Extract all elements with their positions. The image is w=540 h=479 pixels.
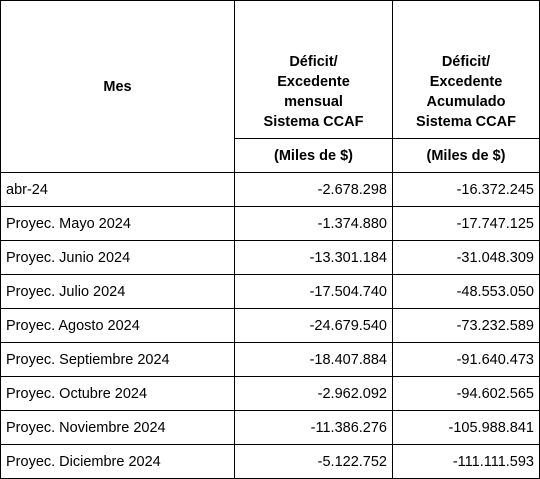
table-row: Proyec. Septiembre 2024 -18.407.884 -91.64…	[0, 342, 540, 377]
header-line: Déficit/	[441, 54, 491, 70]
month-header: Mes	[0, 0, 235, 173]
value-cell: -17.504.740	[234, 274, 393, 309]
unit-header: (Miles de $)	[392, 138, 540, 173]
header-line: Sistema CCAF	[263, 114, 364, 130]
value-cell: -1.374.880	[234, 206, 393, 241]
table-row: Proyec. Agosto 2024 -24.679.540 -73.232.58…	[0, 308, 540, 343]
table-row: Proyec. Noviembre 2024 -11.386.276 -105.98…	[0, 410, 540, 445]
month-cell: Proyec. Diciembre 2024	[0, 444, 235, 479]
table-row: Proyec. Diciembre 2024 -5.122.752 -111.111…	[0, 444, 540, 479]
header-line: mensual	[284, 94, 343, 110]
month-cell: Proyec. Septiembre 2024	[0, 342, 235, 377]
value-cell: -18.407.884	[234, 342, 393, 377]
table-row: Proyec. Julio 2024 -17.504.740 -48.553.050	[0, 274, 540, 309]
value-cell: -91.640.473	[392, 342, 540, 377]
table-row: abr-24 -2.678.298 -16.372.245	[0, 172, 540, 207]
table-row: Proyec. Octubre 2024 -2.962.092 -94.602.56…	[0, 376, 540, 411]
month-cell: Proyec. Mayo 2024	[0, 206, 235, 241]
value-cell: -105.988.841	[392, 410, 540, 445]
value-cell: -94.602.565	[392, 376, 540, 411]
header-line: Acumulado	[426, 94, 506, 110]
month-cell: Proyec. Noviembre 2024	[0, 410, 235, 445]
month-cell: abr-24	[0, 172, 235, 207]
value-cell: -2.678.298	[234, 172, 393, 207]
table-row: Proyec. Junio 2024 -13.301.184 -31.048.309	[0, 240, 540, 275]
value-cell: -2.962.092	[234, 376, 393, 411]
value-cell: -5.122.752	[234, 444, 393, 479]
header-line: Excedente	[277, 74, 350, 90]
header-line: Déficit/	[289, 54, 338, 70]
month-cell: Proyec. Junio 2024	[0, 240, 235, 275]
value-cell: -48.553.050	[392, 274, 540, 309]
value-cell: -11.386.276	[234, 410, 393, 445]
value-cell: -16.372.245	[392, 172, 540, 207]
value-cell: -31.048.309	[392, 240, 540, 275]
month-cell: Proyec. Octubre 2024	[0, 376, 235, 411]
unit-header: (Miles de $)	[234, 138, 393, 173]
table-body: abr-24 -2.678.298 -16.372.245 Proyec. Mayo …	[0, 172, 540, 479]
value-cell: -17.747.125	[392, 206, 540, 241]
month-cell: Proyec. Agosto 2024	[0, 308, 235, 343]
column-header: Déficit/Excedente mensual Sistema CCAF	[234, 0, 393, 139]
table-row: Proyec. Mayo 2024 -1.374.880 -17.747.125	[0, 206, 540, 241]
value-cell: -13.301.184	[234, 240, 393, 275]
header-line: Excedente	[429, 74, 503, 90]
month-cell: Proyec. Julio 2024	[0, 274, 235, 309]
column-header: Déficit/Excedente Acumulado Sistema CCAF	[392, 0, 540, 139]
value-cell: -111.111.593	[392, 444, 540, 479]
value-cell: -73.232.589	[392, 308, 540, 343]
value-cell: -24.679.540	[234, 308, 393, 343]
header-line: Sistema CCAF	[416, 114, 516, 130]
